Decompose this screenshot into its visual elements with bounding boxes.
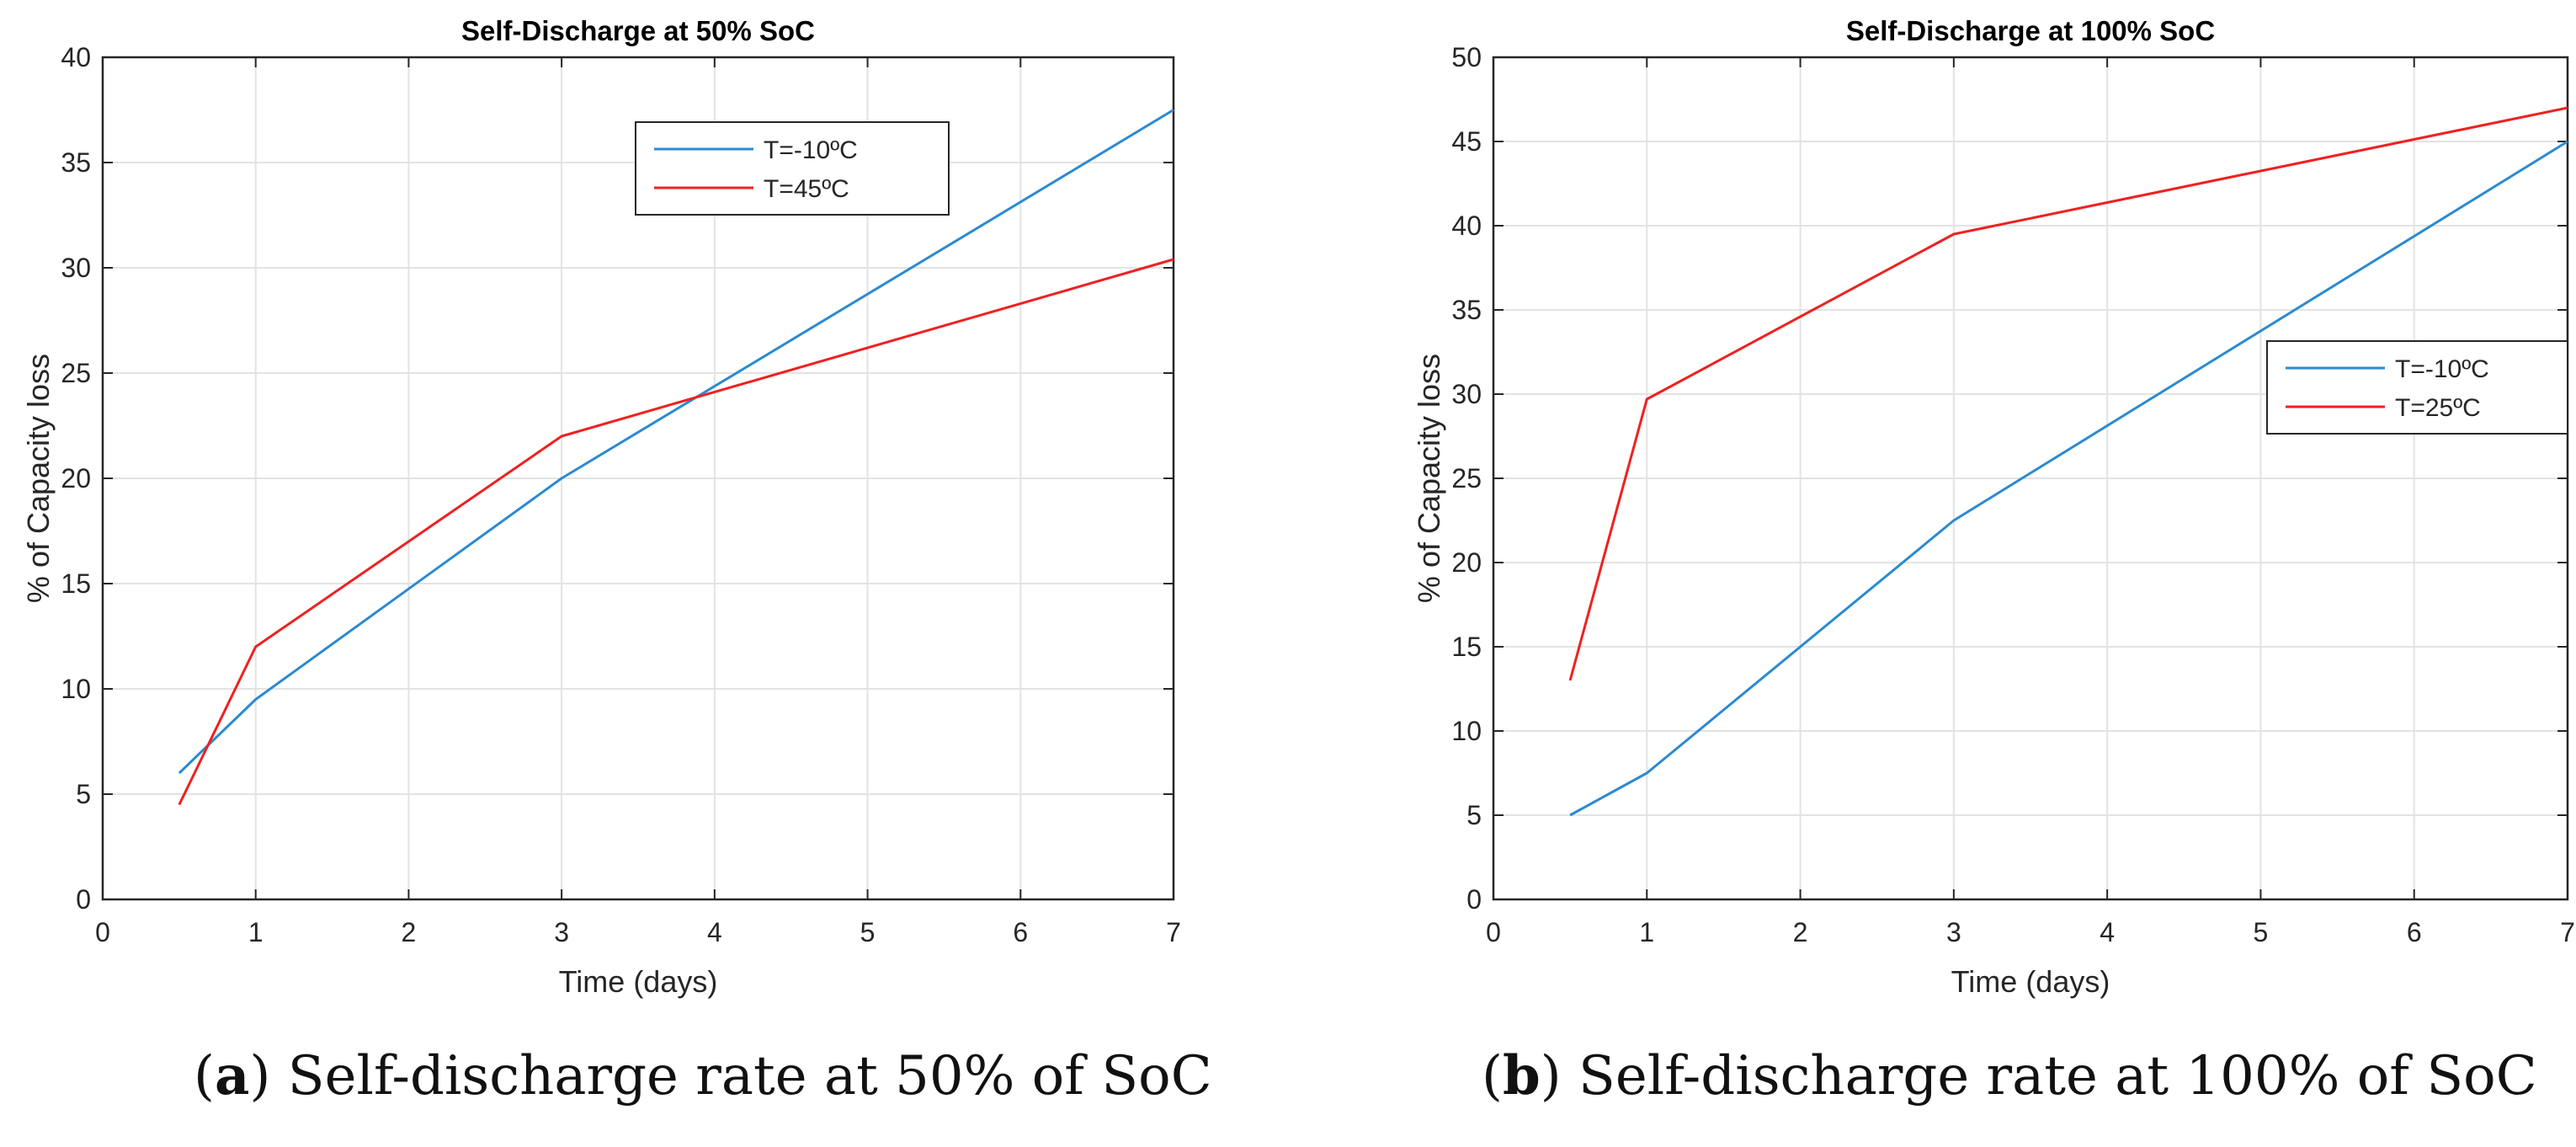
- chart-title: Self-Discharge at 50% SoC: [461, 15, 815, 46]
- y-tick-label: 25: [61, 358, 91, 388]
- caption-a-text: Self-discharge rate at 50% of SoC: [270, 1045, 1212, 1107]
- legend-entry-2: T=45ºC: [764, 175, 849, 203]
- legend-entry-1: T=-10ºC: [764, 136, 858, 164]
- legend: T=-10ºC T=45ºC: [635, 121, 950, 216]
- x-tick-label: 0: [1486, 917, 1501, 947]
- x-tick-label: 3: [1946, 917, 1961, 947]
- caption-b: (b) Self-discharge rate at 100% of SoC: [1482, 1044, 2537, 1107]
- y-tick-label: 40: [1451, 211, 1482, 241]
- chart-a: 0 1 2 3 4 5 6 7 0 5 10 15 20 25 30 35 40 Self-Discharge a…: [21, 15, 1181, 999]
- x-tick-label: 1: [1639, 917, 1654, 947]
- caption-a-label: a: [214, 1044, 250, 1107]
- y-tick-label: 15: [1451, 632, 1482, 662]
- x-tick-label: 2: [402, 917, 417, 947]
- chart-b: 0 1 2 3 4 5 6 705101520253035404550Self-Dischar…: [1412, 15, 2575, 999]
- x-tick-label: 1: [248, 917, 263, 947]
- legend-box: [2266, 340, 2568, 435]
- caption-b-label: b: [1502, 1044, 1541, 1107]
- y-tick-label: 0: [76, 884, 91, 915]
- legend: T=-10ºC T=25ºC: [2266, 340, 2568, 435]
- y-tick-label: 15: [61, 568, 91, 599]
- legend-entry-1: T=-10ºC: [2395, 355, 2489, 383]
- chart-title: Self-Discharge at 100% SoC: [1846, 15, 2215, 46]
- series-line-2: [178, 258, 1174, 806]
- x-tick-label: 5: [860, 917, 876, 947]
- y-tick-label: 35: [1451, 295, 1482, 325]
- y-tick-label: 20: [61, 463, 91, 493]
- x-tick-label: 3: [554, 917, 569, 947]
- y-tick-label: 45: [1451, 126, 1482, 157]
- y-tick-label: 35: [61, 147, 91, 178]
- y-tick-label: 10: [61, 674, 91, 704]
- series-line-1: [1569, 140, 2568, 817]
- axes-box: [101, 56, 1175, 901]
- x-tick-label: 4: [2100, 917, 2115, 947]
- y-tick-label: 30: [61, 253, 91, 283]
- x-axis-label: Time (days): [1951, 964, 2110, 999]
- y-tick-label: 5: [76, 779, 91, 809]
- y-axis-label: % of Capacity loss: [21, 354, 56, 603]
- x-tick-label: 6: [2407, 917, 2422, 947]
- series-line-2: [1568, 106, 2568, 681]
- y-tick-label: 0: [1466, 884, 1482, 915]
- y-tick-label: 10: [1451, 716, 1482, 746]
- legend-box: [635, 121, 950, 216]
- x-tick-label: 5: [2254, 917, 2269, 947]
- caption-b-text: Self-discharge rate at 100% of SoC: [1561, 1045, 2537, 1107]
- y-tick-label: 40: [61, 42, 91, 72]
- x-tick-label: 4: [707, 917, 722, 947]
- x-tick-label: 2: [1793, 917, 1808, 947]
- y-tick-label: 50: [1451, 42, 1482, 72]
- caption-a: (a) Self-discharge rate at 50% of SoC: [194, 1044, 1212, 1107]
- y-tick-label: 25: [1451, 463, 1482, 493]
- x-tick-label: 7: [1166, 917, 1181, 947]
- x-tick-label: 6: [1013, 917, 1028, 947]
- y-tick-label: 20: [1451, 547, 1482, 578]
- x-axis-label: Time (days): [559, 964, 718, 999]
- y-tick-label: 30: [1451, 379, 1482, 409]
- y-axis-label: % of Capacity loss: [1412, 354, 1446, 603]
- series-line-1: [178, 109, 1174, 775]
- legend-entry-2: T=25ºC: [2395, 394, 2481, 422]
- y-tick-label: 5: [1466, 800, 1482, 830]
- x-tick-label: 7: [2560, 917, 2575, 947]
- x-tick-label: 0: [95, 917, 110, 947]
- axes-box: [1492, 56, 2569, 901]
